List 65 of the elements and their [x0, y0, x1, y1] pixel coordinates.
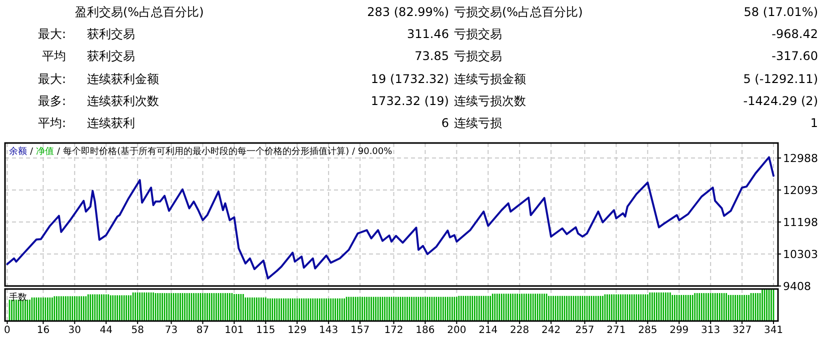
x-tick-label: 157 — [350, 325, 370, 336]
legend-label: 净值 — [36, 146, 54, 157]
x-tick-label: 0 — [4, 325, 10, 336]
text: 283 (82.99%) — [367, 5, 449, 19]
text: / — [57, 147, 60, 157]
text: 盈利交易(%占总百分比) — [75, 5, 204, 19]
x-tick-label: 58 — [131, 325, 144, 336]
x-tick-label: 143 — [319, 325, 338, 336]
y-tick-label: 9408 — [783, 280, 811, 293]
x-tick-label: 129 — [288, 325, 307, 336]
x-tick-label: 341 — [764, 325, 784, 336]
text: 亏损交易(%占总百分比) — [454, 5, 583, 19]
x-tick-label: 299 — [670, 325, 689, 336]
y-tick-label: 12093 — [783, 184, 818, 198]
x-tick-label: 327 — [732, 325, 752, 336]
x-tick-label: 200 — [447, 325, 466, 336]
x-tick-label: 101 — [224, 325, 244, 336]
text: 获利交易 — [87, 49, 135, 63]
text: 亏损交易 — [454, 27, 502, 41]
x-tick-label: 228 — [510, 325, 530, 336]
text: 1 — [810, 116, 818, 130]
x-tick-label: 30 — [68, 325, 82, 336]
text: 连续获利金额 — [87, 72, 159, 86]
x-tick-label: 16 — [36, 325, 50, 336]
x-tick-label: 115 — [256, 325, 276, 336]
text: 最多: — [38, 94, 66, 108]
text: 连续获利 — [87, 116, 135, 130]
x-tick-label: 271 — [606, 325, 626, 336]
text: 每个即时价格(基于所有可利用的最小时段的每一个价格的分形插值计算) / 90.00% — [63, 146, 393, 157]
text: 亏损交易 — [454, 49, 502, 63]
text: -968.42 — [772, 27, 818, 41]
legend-title: / — [30, 147, 34, 157]
text: -1424.29 (2) — [743, 94, 818, 108]
text: 连续亏损次数 — [454, 94, 526, 108]
x-tick-label: 87 — [196, 325, 210, 336]
text: 19 (1732.32) — [370, 72, 449, 86]
text: 311.46 — [407, 27, 449, 41]
x-tick-label: 257 — [575, 325, 594, 336]
x-tick-label: 242 — [541, 325, 561, 336]
text: 平均: — [38, 116, 66, 130]
text: 连续获利次数 — [87, 94, 159, 108]
text: -317.60 — [772, 49, 818, 63]
x-tick-label: 285 — [638, 325, 658, 336]
text: 连续亏损金额 — [454, 72, 526, 86]
text: 6 — [441, 116, 449, 130]
x-tick-label: 186 — [416, 325, 435, 336]
text: 连续亏损 — [454, 116, 502, 130]
text: 获利交易 — [87, 27, 135, 41]
y-tick-label: 11198 — [783, 216, 818, 230]
text: 58 (17.01%) — [744, 5, 818, 19]
text: 1732.32 (19) — [370, 94, 449, 108]
x-tick-label: 73 — [164, 325, 178, 336]
x-tick-label: 172 — [384, 325, 404, 336]
text: 5 (-1292.11) — [743, 72, 818, 86]
text: 平均 — [42, 49, 66, 63]
x-tick-label: 44 — [100, 325, 112, 336]
y-tick-label: 10303 — [783, 248, 818, 262]
text: 73.85 — [414, 49, 449, 63]
chart-title: 手数 — [9, 292, 27, 303]
text: 最大: — [38, 27, 66, 41]
x-tick-label: 214 — [478, 325, 498, 336]
text: 最大: — [38, 72, 66, 86]
x-tick-label: 313 — [701, 325, 720, 336]
y-tick-label: 12988 — [783, 152, 818, 166]
text: 余额 — [9, 146, 27, 157]
